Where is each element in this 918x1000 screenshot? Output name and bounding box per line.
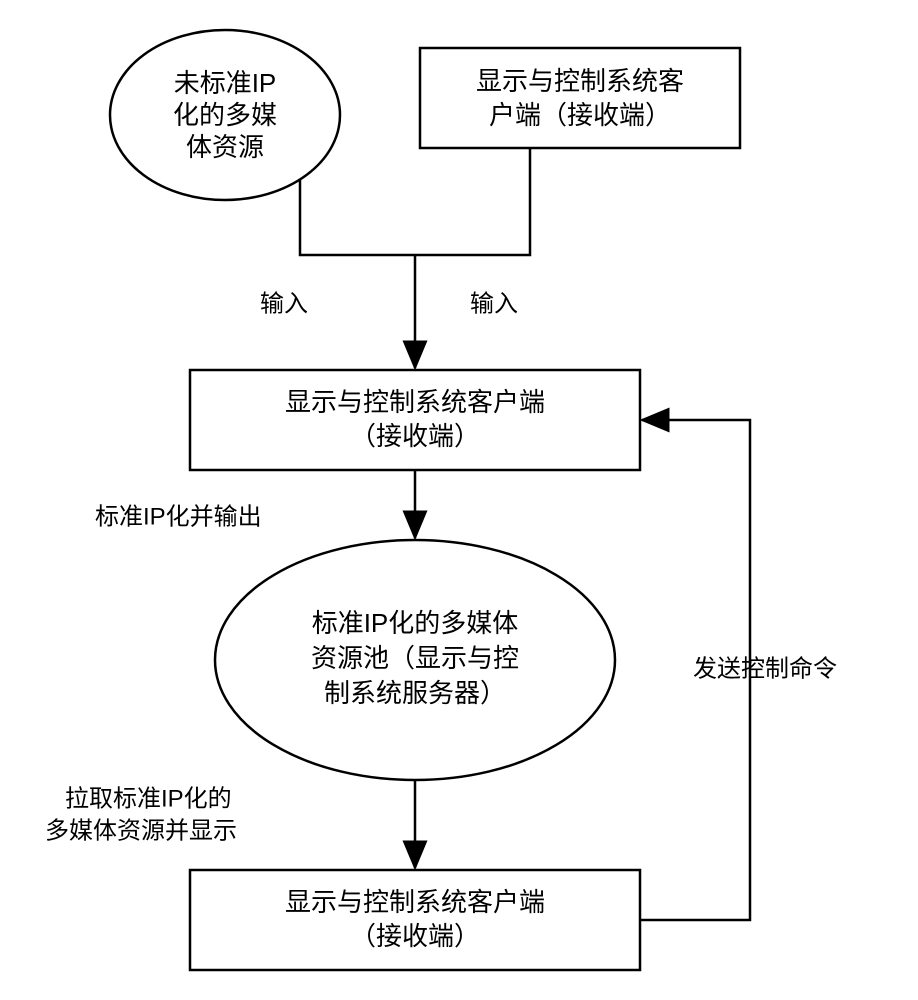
node-client-receiver-mid: 显示与控制系统客户端 （接收端） [190, 370, 640, 470]
node-label: 显示与控制系统客户端 [285, 887, 545, 917]
node-label: 化的多媒 [173, 100, 277, 130]
edge-n3-to-n4: 标准IP化并输出 [95, 470, 415, 538]
node-label: 资源池（显示与控 [311, 643, 519, 673]
node-label: 标准IP化的多媒体 [312, 608, 519, 638]
edge-n4-to-n5: 拉取标准IP化的 多媒体资源并显示 [45, 780, 415, 868]
edge-label: 发送控制命令 [693, 655, 837, 682]
node-label: 未标准IP [174, 68, 277, 98]
node-standard-ip-pool: 标准IP化的多媒体 资源池（显示与控 制系统服务器） [215, 540, 615, 780]
edge-label: 多媒体资源并显示 [45, 817, 237, 844]
node-label: （接收端） [350, 421, 480, 451]
node-label: 显示与控制系统客户端 [285, 387, 545, 417]
edge-label: 输入 [260, 290, 308, 317]
node-label: 制系统服务器） [324, 678, 506, 708]
node-label: （接收端） [350, 921, 480, 951]
node-label: 户端（接收端） [489, 100, 671, 130]
flowchart-diagram: 未标准IP 化的多媒 体资源 显示与控制系统客 户端（接收端） 输入 输入 显示… [0, 0, 918, 1000]
edge-n2-to-n3: 输入 [415, 148, 530, 317]
edge-label: 标准IP化并输出 [95, 503, 262, 530]
edge-label: 拉取标准IP化的 [65, 785, 232, 812]
edge-n1-to-n3: 输入 [260, 180, 415, 317]
edge-n5-to-n3: 发送控制命令 [640, 420, 837, 920]
node-unstandard-ip-resource: 未标准IP 化的多媒 体资源 [110, 30, 340, 200]
node-client-receiver-top: 显示与控制系统客 户端（接收端） [420, 48, 740, 148]
node-client-receiver-bottom: 显示与控制系统客户端 （接收端） [190, 870, 640, 970]
node-label: 体资源 [186, 132, 264, 162]
edge-label: 输入 [470, 290, 518, 317]
node-label: 显示与控制系统客 [476, 66, 684, 96]
